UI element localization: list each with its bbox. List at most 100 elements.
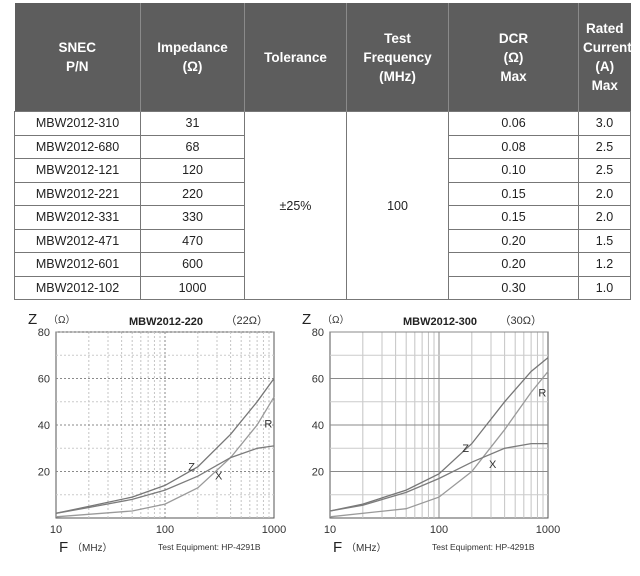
header-text: SNEC [58,40,96,55]
header-part-number: SNEC P/N [14,3,141,112]
header-text: (Ω) [503,49,524,65]
spec-table: SNEC P/N Impedance (Ω) Tolerance Test Frequ… [14,3,632,300]
y-axis-unit: （Ω） [322,314,349,326]
series-label-x: X [489,459,497,471]
chart-title: MBW2012-220 [129,316,203,328]
header-text: P/N [65,59,89,74]
cell-rated-current: 1.5 [578,228,631,253]
x-tick-label: 100 [156,524,174,536]
y-tick-label: 60 [312,374,324,386]
cell-dcr: 0.20 [448,228,579,253]
impedance-note: （22Ω） [226,314,268,327]
table-row: MBW2012-471 470 0.20 1.5 [14,228,631,253]
y-tick-label: 80 [312,327,324,339]
x-axis-label: F [333,539,342,556]
chart-title: MBW2012-300 [403,316,477,328]
y-tick-label: 20 [312,467,324,479]
cell-rated-current: 2.5 [578,158,631,183]
cell-rated-current: 3.0 [578,111,631,136]
series-label-x: X [215,470,223,482]
y-tick-label: 60 [38,374,50,386]
x-tick-label: 1000 [262,524,286,536]
header-text: (A) [595,59,615,74]
cell-dcr: 0.06 [448,111,579,136]
x-axis-label: F [59,539,68,556]
cell-rated-current: 2.0 [578,181,631,206]
y-axis-unit: （Ω） [48,314,75,326]
x-tick-label: 10 [50,524,62,536]
y-tick-label: 20 [38,467,50,479]
cell-impedance: 330 [140,205,245,230]
header-impedance: Impedance (Ω) [140,3,245,112]
series-label-z: Z [462,443,469,455]
cell-impedance: 68 [140,134,245,159]
cell-part-number: MBW2012-331 [14,205,141,230]
cell-part-number: MBW2012-310 [14,111,141,136]
series-line-r [329,371,549,518]
cell-part-number: MBW2012-121 [14,158,141,183]
series-line-r [55,396,275,518]
header-text: Tolerance [264,49,327,65]
table-row: MBW2012-680 68 0.08 2.5 [14,134,631,159]
cell-impedance: 470 [140,228,245,253]
series-line-x [55,445,275,514]
table-row: MBW2012-601 600 0.20 1.2 [14,252,631,277]
y-axis-label: Z [302,311,311,328]
cell-impedance: 31 [140,111,245,136]
test-equipment-note: Test Equipment: HP-4291B [158,542,261,552]
y-tick-label: 40 [38,420,50,432]
header-text: (MHz) [379,68,416,84]
impedance-chart-mbw2012-220: 20 40 60 80 10 100 1000 Z （Ω） MBW2012-220 （22Ω） F （M… [28,311,286,556]
impedance-chart-mbw2012-300: 20 40 60 80 10 100 1000 Z （Ω） MBW2012-300 （30Ω） F （M… [302,311,560,556]
cell-dcr: 0.30 [448,275,579,300]
series-line-z [55,378,275,514]
header-text: Current [583,40,632,55]
cell-rated-current: 1.2 [578,252,631,277]
x-tick-label: 10 [324,524,336,536]
cell-impedance: 1000 [140,275,245,300]
cell-dcr: 0.20 [448,252,579,277]
y-tick-label: 40 [312,420,324,432]
cell-dcr: 0.15 [448,205,579,230]
series-label-z: Z [188,462,195,474]
cell-dcr: 0.08 [448,134,579,159]
y-tick-label: 80 [38,327,50,339]
table-row: MBW2012-221 220 0.15 2.0 [14,181,631,206]
header-test-frequency: Test Frequency (MHz) [346,3,449,112]
cell-part-number: MBW2012-680 [14,134,141,159]
cell-part-number: MBW2012-601 [14,252,141,277]
header-text: (Ω) [182,59,203,74]
x-tick-label: 100 [430,524,448,536]
header-tolerance: Tolerance [244,3,347,112]
cell-rated-current: 2.0 [578,205,631,230]
cell-part-number: MBW2012-471 [14,228,141,253]
series-line-x [329,442,548,512]
x-axis-unit: （MHz） [346,542,387,554]
header-text: Test [384,30,411,46]
cell-part-number: MBW2012-102 [14,275,141,300]
header-text: Max [500,68,527,84]
table-row: MBW2012-331 330 0.15 2.0 [14,205,631,230]
cell-test-frequency: 100 [346,111,449,300]
cell-part-number: MBW2012-221 [14,181,141,206]
series-label-r: R [538,387,546,399]
series-line-z [329,357,549,512]
header-text: Max [591,78,618,93]
cell-rated-current: 2.5 [578,134,631,159]
x-axis-unit: （MHz） [72,542,113,554]
table-row: MBW2012-102 1000 0.30 1.0 [14,275,631,300]
header-rated-current: Rated Current (A) Max [578,3,632,112]
x-tick-label: 1000 [536,524,560,536]
header-row: SNEC P/N Impedance (Ω) Tolerance Test Frequ… [14,3,632,112]
cell-tolerance: ±25% [244,111,347,300]
cell-impedance: 120 [140,158,245,183]
cell-impedance: 600 [140,252,245,277]
y-axis-label: Z [28,311,37,328]
table-row: MBW2012-310 31 ±25% 100 0.06 3.0 [14,111,631,300]
header-text: Frequency [363,49,432,65]
header-text: Rated [585,21,624,36]
impedance-note: （30Ω） [500,314,542,327]
cell-dcr: 0.10 [448,158,579,183]
cell-dcr: 0.15 [448,181,579,206]
test-equipment-note: Test Equipment: HP-4291B [432,542,535,552]
